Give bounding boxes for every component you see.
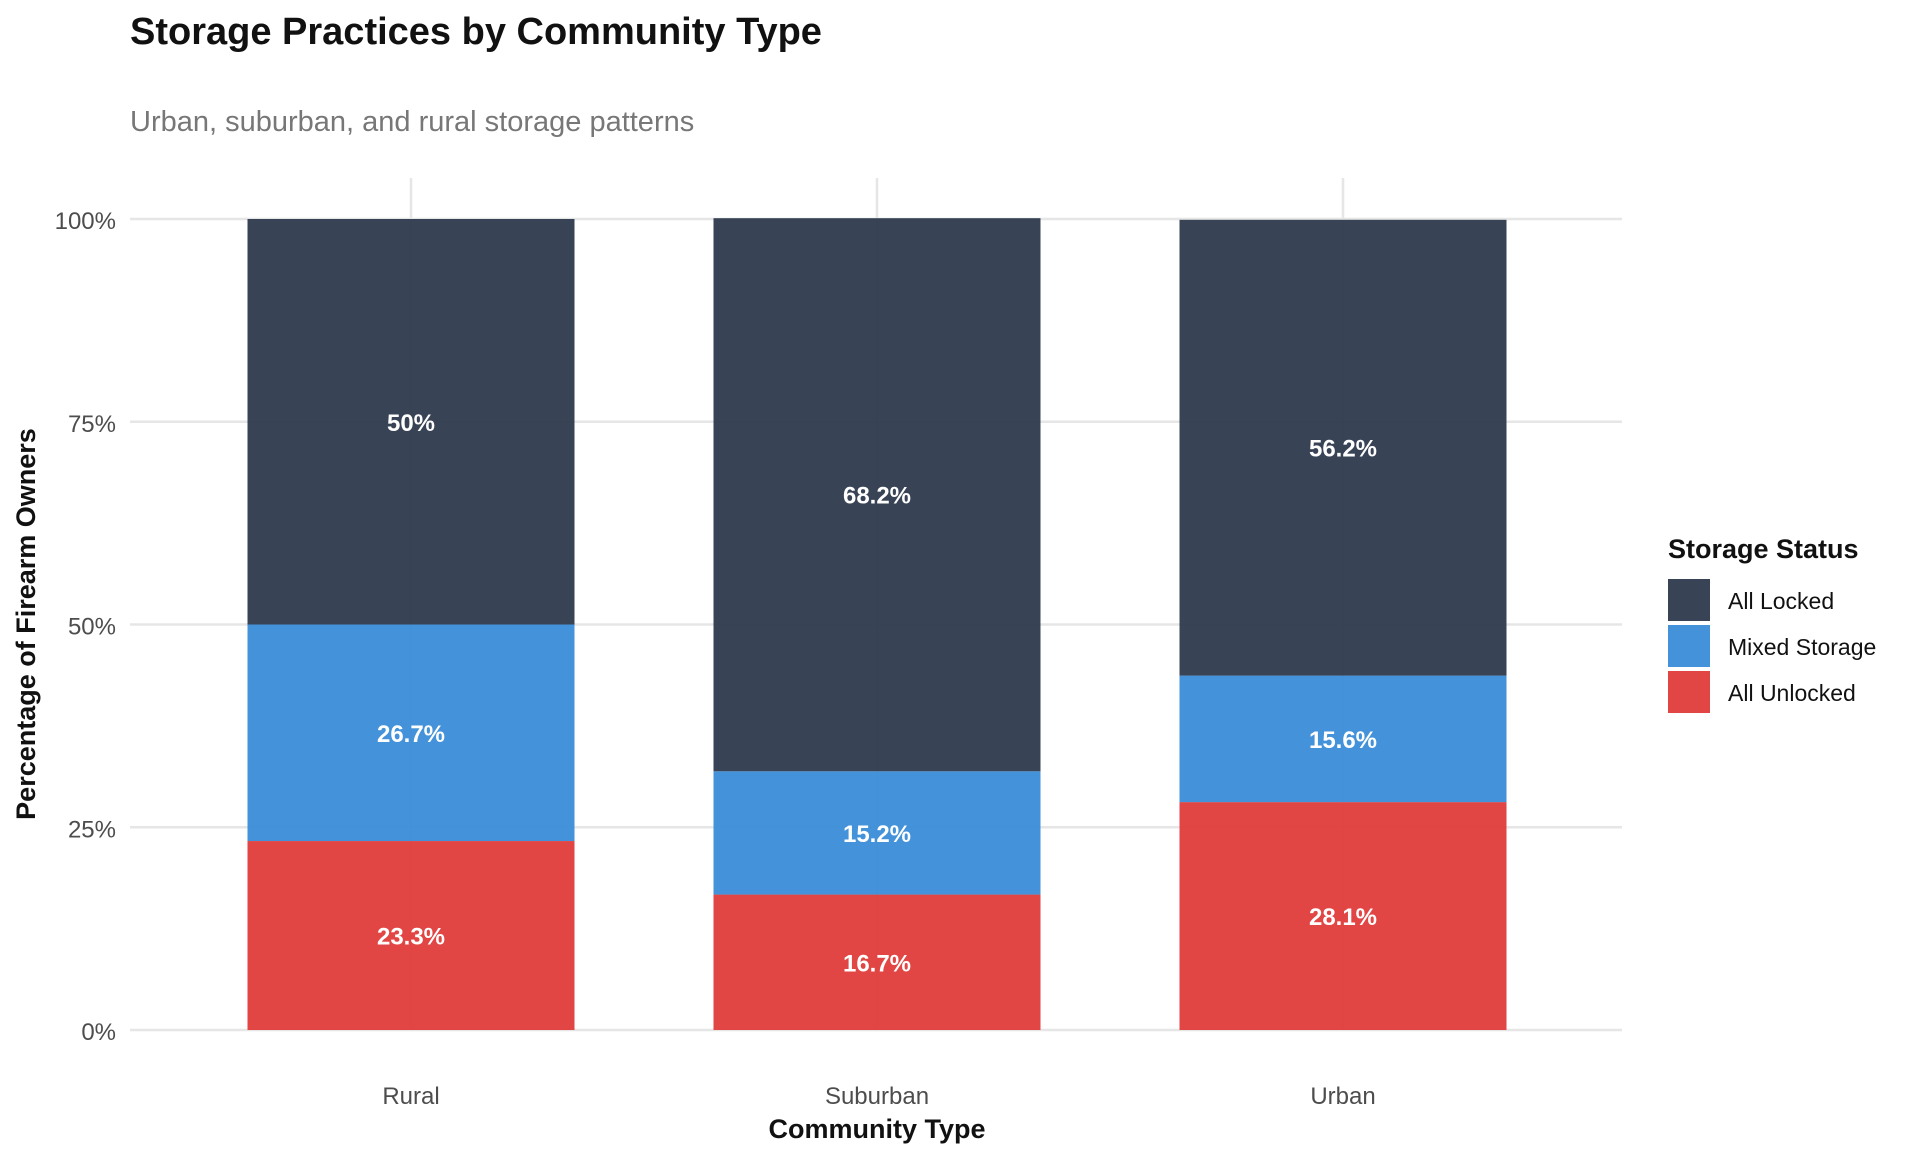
legend-label: All Unlocked: [1728, 680, 1856, 706]
chart-subtitle: Urban, suburban, and rural storage patte…: [130, 106, 694, 138]
y-tick-label: 25%: [68, 816, 116, 843]
bar-value-label: 68.2%: [843, 483, 911, 510]
legend-swatch: [1668, 579, 1710, 621]
legend-swatch: [1668, 671, 1710, 713]
y-tick-label: 50%: [68, 614, 116, 641]
bar-segment: [713, 894, 1041, 1030]
y-tick-label: 100%: [55, 208, 116, 235]
bar-segment: [247, 841, 575, 1030]
bar-segment: [247, 624, 575, 842]
x-tick-label: Rural: [382, 1083, 439, 1110]
axis-layer: 0% 25% 50% 75% 100% Rural Suburban Urban: [55, 208, 1376, 1110]
x-tick-label: Suburban: [825, 1083, 929, 1110]
x-axis-title: Community Type: [768, 1114, 985, 1144]
bar-segment: [247, 219, 575, 625]
chart-title: Storage Practices by Community Type: [130, 11, 822, 53]
legend: Storage Status All Locked Mixed Storage Al…: [1668, 534, 1876, 713]
bar-value-label: 16.7%: [843, 950, 911, 977]
legend-swatch: [1668, 625, 1710, 667]
bar-value-label: 15.2%: [843, 821, 911, 848]
bar-value-label: 26.7%: [377, 721, 445, 748]
bars-layer: [247, 218, 1507, 1030]
legend-title: Storage Status: [1668, 534, 1859, 564]
x-tick-label: Urban: [1310, 1083, 1375, 1110]
bar-segment: [713, 218, 1041, 772]
y-axis-title: Percentage of Firearm Owners: [11, 428, 41, 820]
bar-segment: [713, 771, 1041, 895]
y-tick-label: 0%: [81, 1019, 116, 1046]
bar-value-label: 56.2%: [1309, 436, 1377, 463]
bar-value-label: 15.6%: [1309, 727, 1377, 754]
legend-label: All Locked: [1728, 588, 1834, 614]
bar-segment: [1179, 219, 1507, 676]
y-tick-label: 75%: [68, 411, 116, 438]
bar-segment: [1179, 675, 1507, 803]
bar-labels-layer: 23.3% 26.7% 50% 16.7% 15.2% 68.2% 28.1% 15.6% 56…: [377, 410, 1377, 978]
bar-value-label: 28.1%: [1309, 904, 1377, 931]
legend-label: Mixed Storage: [1728, 634, 1876, 660]
bar-value-label: 50%: [387, 410, 435, 437]
bar-value-label: 23.3%: [377, 924, 445, 951]
bar-segment: [1179, 802, 1507, 1030]
